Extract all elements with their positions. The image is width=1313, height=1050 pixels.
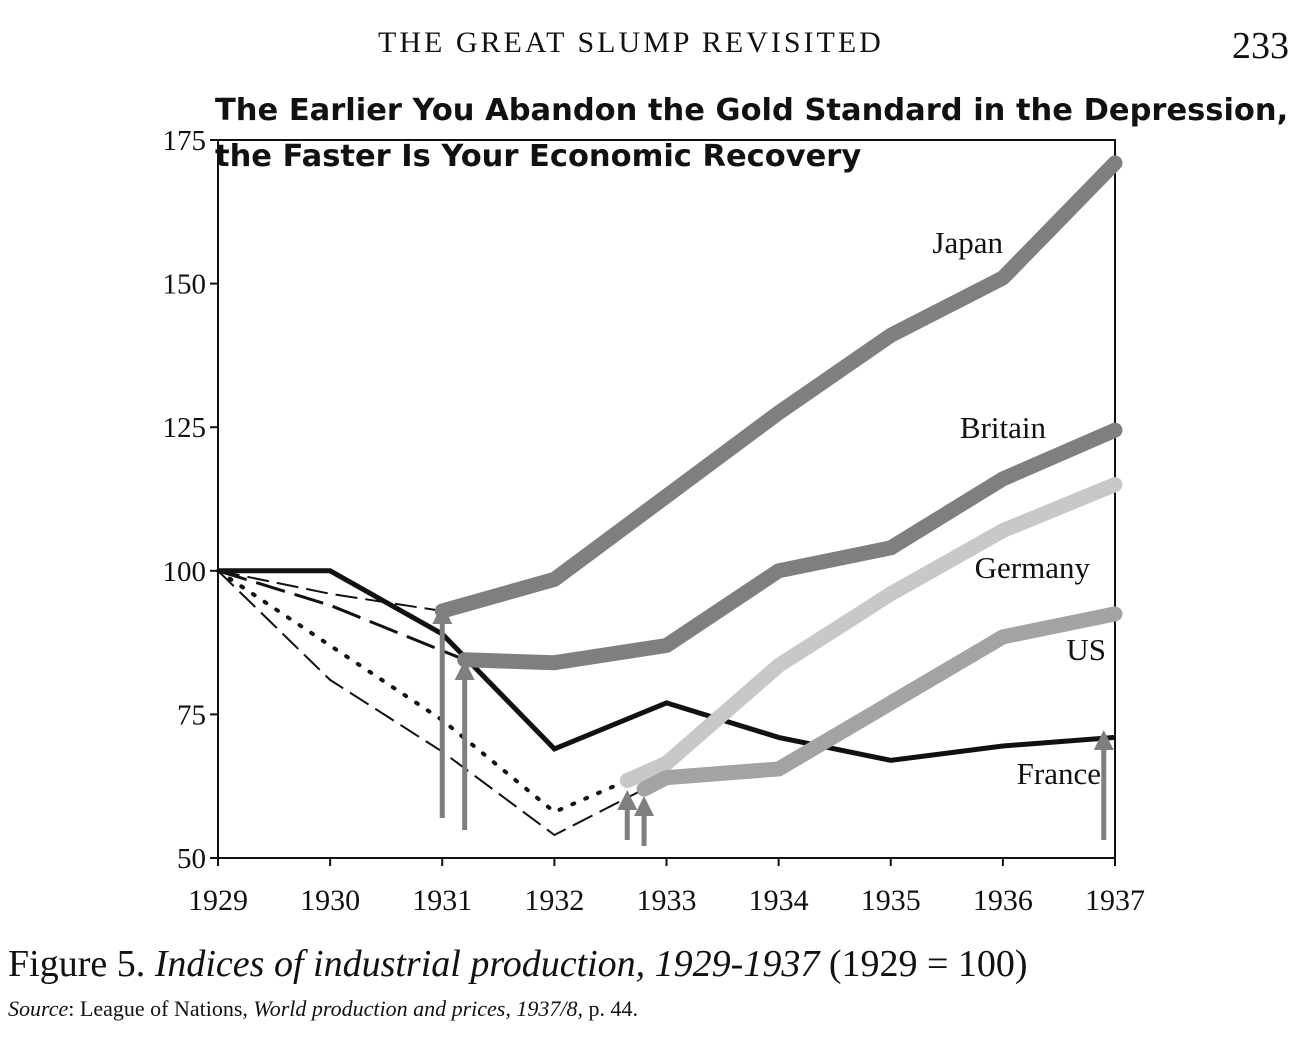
chart-title-line-2: the Faster Is Your Economic Recovery [215,139,861,174]
figure-title: Indices of industrial production, 1929-1… [154,943,820,985]
series-line-germany-gold [216,568,630,815]
y-tick-label: 100 [163,556,207,588]
series-line-japan-gold [217,569,443,612]
source-title: World production and prices, 1937/8 [253,996,578,1021]
x-tick-label: 1937 [1085,884,1145,917]
arrow-head [432,604,453,624]
series-line-us-gold [217,570,645,837]
series-line-britain [457,422,1123,671]
figure-caption: Figure 5. Indices of industrial producti… [8,942,1028,986]
running-head: THE GREAT SLUMP REVISITED [378,26,884,59]
x-tick-label: 1935 [861,884,921,917]
series-line-us [636,606,1123,797]
y-tick-label: 150 [163,269,207,301]
figure-label: Figure 5. [8,943,146,985]
arrow-head [634,796,655,816]
source-label: Source [8,996,69,1021]
chart-title-line-1: The Earlier You Abandon the Gold Standar… [215,93,1288,128]
source-page: , p. 44. [577,996,638,1021]
y-tick-label: 50 [177,843,206,875]
series-labels: France Japan Britain Germany US [932,225,1106,791]
series-label-us: US [1066,632,1106,667]
x-tick-label: 1930 [300,884,360,917]
x-tick-label: 1934 [749,884,809,917]
series-label-britain: Britain [960,410,1047,445]
line-chart: 50 75 100 125 150 175 1929 1930 1931 1932 1933 1934… [163,93,1289,917]
x-tick-label: 1936 [973,884,1033,917]
arrow-head [617,790,638,810]
y-tick-label: 125 [163,412,207,444]
series-line-germany [619,477,1123,788]
source-sep: : League of Nations, [68,996,254,1021]
x-tick-label: 1931 [412,884,472,917]
gold-exit-arrow-germany [617,790,638,840]
arrow-head [454,660,475,680]
y-tick-label: 175 [163,125,207,157]
y-tick-label: 75 [177,699,206,731]
gold-exit-arrow-us [634,796,655,846]
series-line-france [218,568,1116,763]
gold-exit-arrow-japan [432,604,453,818]
axes-layer: 50 75 100 125 150 175 1929 1930 1931 1932 1933 1934… [163,125,1146,917]
gold-exit-arrows [432,604,1114,846]
gold-exit-arrow-britain [454,660,475,830]
series-label-japan: Japan [932,225,1003,260]
series-layer [216,155,1123,837]
page-number: 233 [1232,25,1289,67]
figure-source: Source: League of Nations, World product… [8,996,638,1022]
series-line-japan [434,155,1123,619]
x-tick-label: 1933 [637,884,697,917]
figure-note: (1929 = 100) [828,943,1028,985]
x-tick-label: 1929 [188,884,248,917]
arrow-head [1093,730,1114,750]
x-tick-label: 1932 [524,884,584,917]
gold-exit-arrow-france [1093,730,1114,840]
series-label-germany: Germany [975,550,1091,585]
series-label-france: France [1017,756,1101,791]
series-line-britain-gold [217,569,466,662]
